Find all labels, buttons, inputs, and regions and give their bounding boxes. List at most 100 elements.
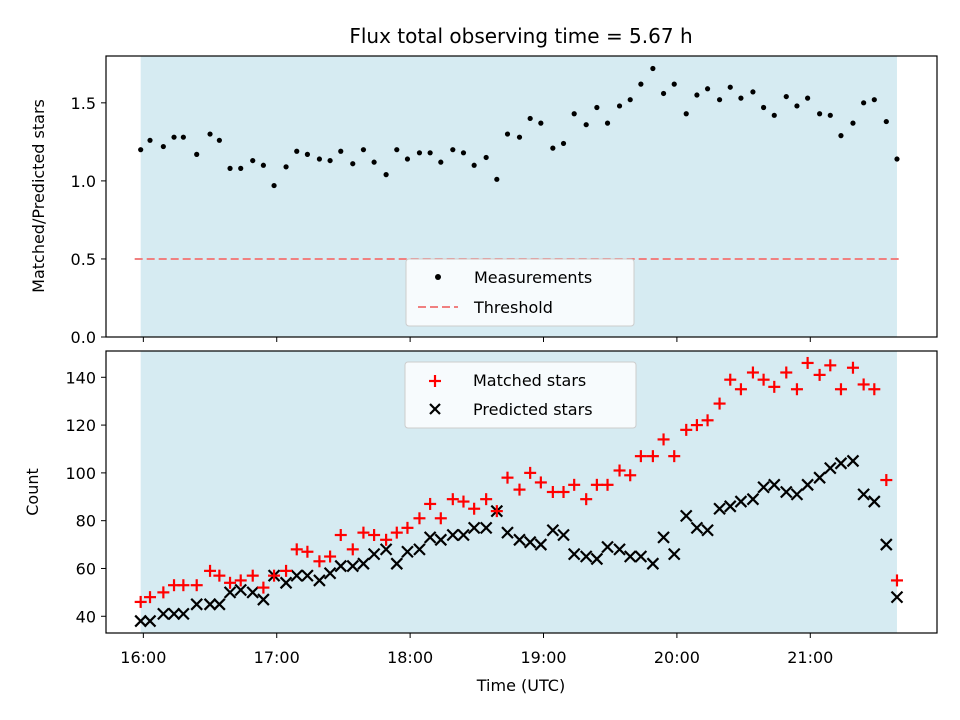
measurement-point — [271, 182, 277, 189]
measurement-point — [604, 120, 611, 126]
matched-point — [568, 478, 581, 491]
predicted-point — [667, 547, 681, 561]
predicted-point — [390, 557, 404, 570]
predicted-point — [323, 566, 337, 580]
y-tick-label: 60 — [76, 559, 96, 578]
measurement-point — [283, 164, 289, 170]
predicted-point — [646, 557, 660, 570]
measurement-point — [194, 151, 200, 157]
predicted-point — [479, 521, 493, 535]
measurement-point — [171, 134, 177, 140]
x-tick-label: 20:00 — [654, 648, 700, 667]
matched-point — [757, 373, 770, 386]
y-axis-label: Count — [23, 468, 42, 516]
legend: Measurements Threshold — [405, 258, 635, 327]
matched-point — [144, 591, 157, 604]
predicted-point — [868, 495, 881, 508]
predicted-point — [346, 559, 360, 573]
measurement-point — [404, 156, 411, 162]
matched-point — [624, 469, 637, 482]
predicted-point — [813, 471, 826, 484]
predicted-point — [713, 502, 726, 516]
measurement-point — [304, 151, 311, 157]
predicted-point — [413, 543, 426, 556]
matched-point — [380, 533, 393, 546]
count-panel: 40 60 80 100 120 140 16:00 17:00 18:00 19:00 20:0… — [23, 350, 938, 695]
measurement-point — [871, 97, 877, 103]
matched-point — [668, 450, 681, 463]
chart-title: Flux total observing time = 5.67 h — [349, 24, 692, 48]
matched-point — [768, 380, 781, 393]
matched-point — [257, 581, 270, 594]
measurement-point — [560, 140, 567, 147]
predicted-point — [457, 528, 470, 542]
matched-point — [246, 569, 259, 582]
predicted-point — [523, 535, 537, 549]
y-tick-label: 1.5 — [71, 94, 96, 113]
plot-frame — [105, 350, 938, 634]
measurement-point — [627, 97, 633, 103]
predicted-point — [279, 576, 293, 590]
predicted-point — [446, 528, 460, 542]
legend-measurement-marker — [435, 274, 441, 280]
predicted-point — [223, 586, 237, 599]
matched-point — [646, 450, 659, 463]
matched-point — [234, 574, 247, 587]
measurement-point — [660, 90, 667, 97]
measurement-point — [471, 162, 477, 168]
measurement-point — [550, 145, 556, 151]
measurement-point — [438, 159, 444, 165]
predicted-point — [734, 495, 748, 508]
measurement-point — [180, 134, 186, 140]
measurement-point — [538, 120, 544, 126]
measurement-point — [738, 95, 744, 101]
measurement-point — [450, 147, 456, 153]
predicted-point — [880, 538, 893, 551]
legend-frame — [404, 361, 637, 429]
matched-point — [857, 378, 870, 391]
y-tick-label: 0.5 — [71, 250, 96, 269]
matched-point — [401, 521, 414, 534]
measurement-point — [594, 104, 600, 111]
measurement-point — [350, 161, 356, 167]
matched-point — [346, 543, 359, 556]
x-tick-label: 18:00 — [387, 648, 433, 667]
predicted-point — [657, 531, 670, 544]
measurement-point — [650, 65, 656, 72]
matched-point — [701, 414, 714, 427]
matched-point — [724, 373, 737, 386]
matched-point — [580, 493, 593, 506]
measurement-point — [427, 150, 433, 156]
matched-point — [780, 366, 793, 379]
predicted-point — [579, 550, 593, 563]
predicted-point — [634, 550, 648, 563]
predicted-point — [723, 500, 737, 513]
matched-point — [457, 495, 470, 508]
matched-point — [546, 486, 559, 498]
predicted-point — [357, 557, 370, 570]
predicted-point — [557, 528, 570, 542]
legend-matched-marker — [429, 375, 441, 387]
matched-point — [590, 478, 603, 491]
matched-point — [204, 564, 217, 577]
y-tick-label: 100 — [65, 464, 96, 483]
matched-point — [824, 359, 837, 372]
measurement-point — [238, 165, 244, 171]
measurement-points — [138, 65, 900, 189]
predicted-point — [846, 454, 860, 468]
predicted-point — [313, 574, 326, 587]
measurement-point — [638, 81, 644, 87]
measurement-point — [394, 147, 400, 153]
measurement-point — [383, 172, 389, 178]
predicted-point — [701, 523, 714, 537]
measurement-point — [583, 122, 589, 128]
predicted-point — [679, 509, 693, 523]
predicted-point — [567, 547, 581, 561]
measurement-point — [704, 86, 711, 92]
predicted-points — [134, 454, 904, 628]
matched-point — [513, 483, 526, 496]
legend-frame — [405, 258, 635, 327]
matched-point — [268, 569, 281, 582]
measurement-point — [894, 156, 900, 162]
y-axis-label: Matched/Predicted stars — [29, 99, 48, 293]
